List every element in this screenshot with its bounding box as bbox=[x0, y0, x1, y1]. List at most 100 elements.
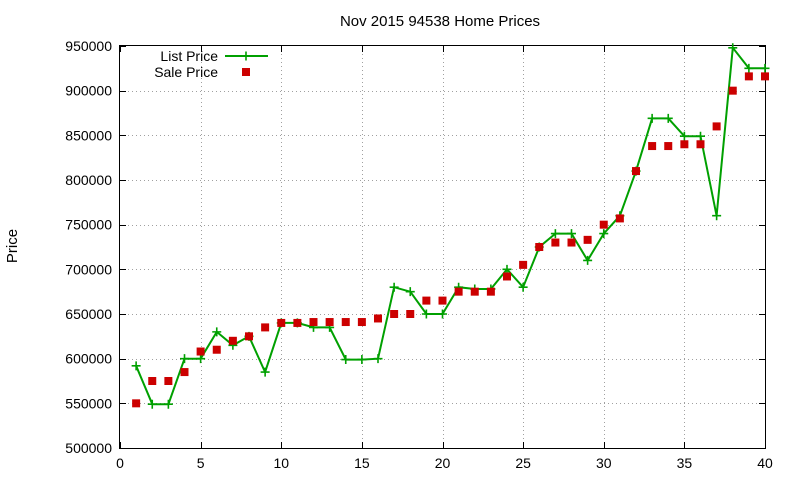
legend-swatch-sale-price bbox=[242, 68, 250, 76]
sale-price-point bbox=[357, 318, 366, 327]
list-price-point bbox=[163, 399, 173, 409]
list-price-point bbox=[567, 229, 576, 239]
list-price-point bbox=[438, 309, 447, 319]
list-price-point bbox=[647, 113, 657, 123]
series-layer bbox=[131, 43, 770, 409]
legend-list-price-marker bbox=[241, 51, 251, 61]
y-tick-label: 850000 bbox=[65, 127, 112, 143]
y-tick-label: 600000 bbox=[65, 351, 112, 367]
legend: List Price Sale Price bbox=[154, 48, 268, 80]
x-tick-label: 25 bbox=[515, 455, 531, 471]
list-price-point bbox=[728, 43, 738, 53]
list-price-point bbox=[502, 264, 512, 274]
list-price-point bbox=[341, 355, 351, 365]
sale-price-point bbox=[293, 318, 302, 327]
list-price-point bbox=[518, 282, 528, 292]
plot-frame bbox=[119, 45, 766, 449]
sale-price-point bbox=[164, 377, 173, 385]
sale-price-point bbox=[567, 238, 576, 247]
sale-price-point bbox=[551, 238, 560, 247]
sale-price-point bbox=[196, 347, 205, 356]
y-tick-label: 700000 bbox=[65, 261, 112, 277]
sale-price-point bbox=[728, 86, 737, 95]
list-price-point bbox=[760, 63, 770, 73]
sale-price-point bbox=[486, 287, 495, 296]
sale-price-point bbox=[180, 368, 189, 377]
sale-price-point bbox=[583, 235, 592, 244]
sale-price-point bbox=[744, 72, 753, 81]
x-tick-label: 20 bbox=[435, 455, 451, 471]
y-tick-label: 950000 bbox=[65, 38, 112, 54]
list-price-point bbox=[389, 282, 399, 292]
sale-price-point bbox=[277, 318, 286, 327]
x-tick-label: 0 bbox=[116, 455, 124, 471]
sale-price-point bbox=[148, 377, 157, 385]
legend-label-list-price: List Price bbox=[160, 48, 218, 64]
list-price-point bbox=[131, 361, 141, 371]
sale-price-point bbox=[599, 220, 608, 229]
y-tick-label: 500000 bbox=[65, 440, 112, 456]
x-tick-label: 10 bbox=[273, 455, 289, 471]
sale-price-point bbox=[438, 296, 447, 305]
series-sale-price bbox=[132, 72, 769, 408]
sale-price-point bbox=[228, 336, 237, 345]
grid-layer bbox=[120, 46, 765, 448]
sale-price-point bbox=[341, 318, 350, 327]
legend-swatch-list-price bbox=[225, 51, 268, 61]
y-tick-label: 750000 bbox=[65, 217, 112, 233]
list-price-line bbox=[135, 45, 765, 406]
sale-price-point bbox=[325, 318, 334, 327]
list-price-point bbox=[357, 355, 367, 365]
sale-price-point bbox=[261, 323, 270, 332]
x-tick-label: 35 bbox=[677, 455, 693, 471]
sale-price-point bbox=[454, 287, 463, 296]
list-price-point bbox=[696, 131, 705, 141]
list-price-point bbox=[212, 327, 222, 337]
x-tick-label: 15 bbox=[354, 455, 370, 471]
x-tick-label: 30 bbox=[596, 455, 612, 471]
list-price-point bbox=[679, 131, 689, 141]
legend-label-sale-price: Sale Price bbox=[154, 64, 218, 80]
x-tick-label: 40 bbox=[757, 455, 773, 471]
sale-price-point bbox=[648, 142, 657, 151]
sale-price-point bbox=[390, 310, 399, 318]
chart-title: Nov 2015 94538 Home Prices bbox=[340, 13, 540, 30]
x-tick-label: 5 bbox=[197, 455, 205, 471]
sale-price-point bbox=[615, 214, 624, 223]
tick-layer: 0 5 10 15 20 25 30 35 40 500000 550000 600000 650000… bbox=[65, 38, 773, 471]
sale-price-point bbox=[470, 287, 479, 296]
list-price-point bbox=[180, 354, 189, 364]
list-price-point bbox=[373, 354, 383, 364]
y-tick-label: 650000 bbox=[65, 306, 112, 322]
sale-price-point bbox=[664, 142, 673, 151]
list-price-point bbox=[421, 309, 431, 319]
list-price-point bbox=[744, 63, 754, 73]
sale-price-point bbox=[132, 399, 141, 408]
list-price-point bbox=[663, 113, 673, 123]
list-price-point bbox=[599, 229, 609, 239]
sale-price-point bbox=[535, 243, 544, 251]
sale-price-point bbox=[212, 345, 221, 354]
y-tick-label: 550000 bbox=[65, 395, 112, 411]
series-list-price bbox=[131, 43, 770, 409]
sale-price-point bbox=[712, 122, 721, 131]
list-price-point bbox=[583, 255, 593, 265]
y-tick-label: 900000 bbox=[65, 83, 112, 99]
sale-price-point bbox=[696, 140, 705, 149]
sale-price-point bbox=[519, 260, 528, 269]
sale-price-point bbox=[309, 318, 318, 327]
legend-sale-price-marker bbox=[242, 68, 250, 76]
sale-price-point bbox=[503, 272, 511, 281]
sale-price-point bbox=[374, 314, 382, 323]
sale-price-point bbox=[245, 332, 253, 341]
sale-price-point bbox=[422, 296, 431, 305]
list-price-point bbox=[147, 399, 157, 409]
list-price-point bbox=[260, 367, 270, 377]
sale-price-point bbox=[632, 167, 640, 176]
list-price-point bbox=[405, 287, 415, 297]
sale-price-point bbox=[761, 72, 769, 81]
list-price-point bbox=[550, 229, 560, 239]
sale-price-point bbox=[680, 140, 689, 149]
